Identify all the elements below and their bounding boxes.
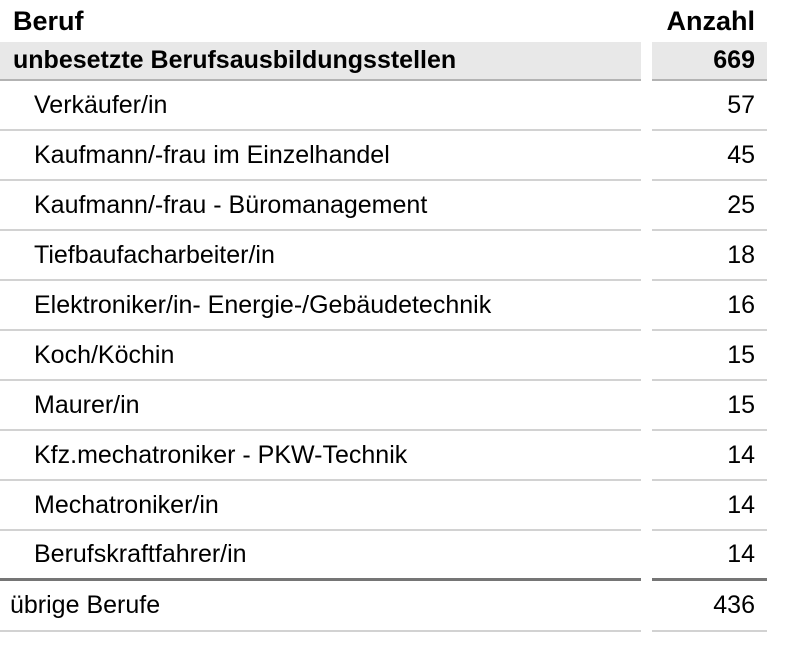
table-row: Verkäufer/in 57 — [0, 81, 792, 131]
right-margin — [767, 481, 792, 531]
column-header-anzahl-label: Anzahl — [666, 5, 755, 36]
beruf-cell: Berufskraftfahrer/in — [0, 531, 641, 581]
column-header-beruf: Beruf — [0, 0, 641, 42]
beruf-label: Tiefbaufacharbeiter/in — [34, 240, 275, 269]
column-gap — [641, 281, 652, 331]
column-gap — [641, 581, 652, 632]
anzahl-cell: 16 — [652, 281, 767, 331]
column-header-beruf-label: Beruf — [13, 5, 84, 36]
anzahl-cell: 45 — [652, 131, 767, 181]
anzahl-value: 15 — [727, 390, 755, 419]
beruf-label: Kaufmann/-frau im Einzelhandel — [34, 140, 390, 169]
beruf-cell: Mechatroniker/in — [0, 481, 641, 531]
anzahl-cell: 18 — [652, 231, 767, 281]
beruf-label: Elektroniker/in- Energie-/Gebäudetechnik — [34, 290, 492, 319]
vocational-positions-table: Beruf Anzahl unbesetzte Berufsausbildung… — [0, 0, 792, 632]
column-gap — [641, 0, 652, 42]
anzahl-cell: 15 — [652, 381, 767, 431]
right-margin — [767, 531, 792, 581]
table-row: Mechatroniker/in 14 — [0, 481, 792, 531]
beruf-cell: Tiefbaufacharbeiter/in — [0, 231, 641, 281]
right-margin — [767, 131, 792, 181]
column-gap — [641, 42, 652, 81]
right-margin — [767, 231, 792, 281]
column-header-anzahl: Anzahl — [652, 0, 767, 42]
column-gap — [641, 381, 652, 431]
beruf-label: Mechatroniker/in — [34, 490, 219, 519]
beruf-label: Kfz.mechatroniker - PKW-Technik — [34, 440, 408, 469]
footer-beruf-cell: übrige Berufe — [0, 581, 641, 632]
column-gap — [641, 81, 652, 131]
table-row: Maurer/in 15 — [0, 381, 792, 431]
table-header-row: Beruf Anzahl — [0, 0, 792, 42]
column-gap — [641, 181, 652, 231]
anzahl-cell: 25 — [652, 181, 767, 231]
anzahl-value: 25 — [727, 190, 755, 219]
right-margin — [767, 181, 792, 231]
beruf-label: Koch/Köchin — [34, 340, 175, 369]
anzahl-value: 14 — [727, 440, 755, 469]
anzahl-cell: 57 — [652, 81, 767, 131]
table-row: Koch/Köchin 15 — [0, 331, 792, 381]
anzahl-value: 14 — [727, 490, 755, 519]
beruf-label: Kaufmann/-frau - Büromanagement — [34, 190, 428, 219]
summary-anzahl-value: 669 — [713, 46, 755, 74]
beruf-label: Maurer/in — [34, 390, 140, 419]
anzahl-value: 45 — [727, 140, 755, 169]
beruf-cell: Kfz.mechatroniker - PKW-Technik — [0, 431, 641, 481]
table-row: Elektroniker/in- Energie-/Gebäudetechnik… — [0, 281, 792, 331]
beruf-cell: Verkäufer/in — [0, 81, 641, 131]
anzahl-value: 15 — [727, 340, 755, 369]
table-row: Berufskraftfahrer/in 14 — [0, 531, 792, 581]
table-row: Tiefbaufacharbeiter/in 18 — [0, 231, 792, 281]
beruf-label: Verkäufer/in — [34, 90, 168, 119]
anzahl-cell: 14 — [652, 431, 767, 481]
right-margin — [767, 431, 792, 481]
column-gap — [641, 331, 652, 381]
footer-beruf-label: übrige Berufe — [10, 591, 161, 619]
beruf-cell: Koch/Köchin — [0, 331, 641, 381]
beruf-cell: Maurer/in — [0, 381, 641, 431]
anzahl-value: 18 — [727, 240, 755, 269]
summary-beruf-cell: unbesetzte Berufsausbildungsstellen — [0, 42, 641, 81]
column-gap — [641, 481, 652, 531]
footer-anzahl-cell: 436 — [652, 581, 767, 632]
anzahl-cell: 14 — [652, 531, 767, 581]
detail-rows-group: Verkäufer/in 57 Kaufmann/-frau im Einzel… — [0, 81, 792, 581]
beruf-cell: Kaufmann/-frau - Büromanagement — [0, 181, 641, 231]
right-margin — [767, 331, 792, 381]
right-margin — [767, 381, 792, 431]
table-row: Kaufmann/-frau im Einzelhandel 45 — [0, 131, 792, 181]
column-gap — [641, 431, 652, 481]
beruf-cell: Elektroniker/in- Energie-/Gebäudetechnik — [0, 281, 641, 331]
anzahl-cell: 14 — [652, 481, 767, 531]
summary-row-unbesetzte-stellen: unbesetzte Berufsausbildungsstellen 669 — [0, 42, 792, 81]
anzahl-value: 57 — [727, 90, 755, 119]
right-margin — [767, 581, 792, 632]
right-margin — [767, 81, 792, 131]
right-margin — [767, 0, 792, 42]
anzahl-value: 14 — [727, 540, 755, 568]
right-margin — [767, 42, 792, 81]
column-gap — [641, 231, 652, 281]
right-margin — [767, 281, 792, 331]
summary-beruf-label: unbesetzte Berufsausbildungsstellen — [13, 46, 457, 74]
beruf-label: Berufskraftfahrer/in — [34, 540, 247, 568]
table-row: Kfz.mechatroniker - PKW-Technik 14 — [0, 431, 792, 481]
beruf-cell: Kaufmann/-frau im Einzelhandel — [0, 131, 641, 181]
anzahl-cell: 15 — [652, 331, 767, 381]
footer-anzahl-value: 436 — [713, 591, 755, 619]
summary-anzahl-cell: 669 — [652, 42, 767, 81]
anzahl-value: 16 — [727, 290, 755, 319]
footer-row-uebrige-berufe: übrige Berufe 436 — [0, 581, 792, 632]
column-gap — [641, 531, 652, 581]
table-row: Kaufmann/-frau - Büromanagement 25 — [0, 181, 792, 231]
column-gap — [641, 131, 652, 181]
